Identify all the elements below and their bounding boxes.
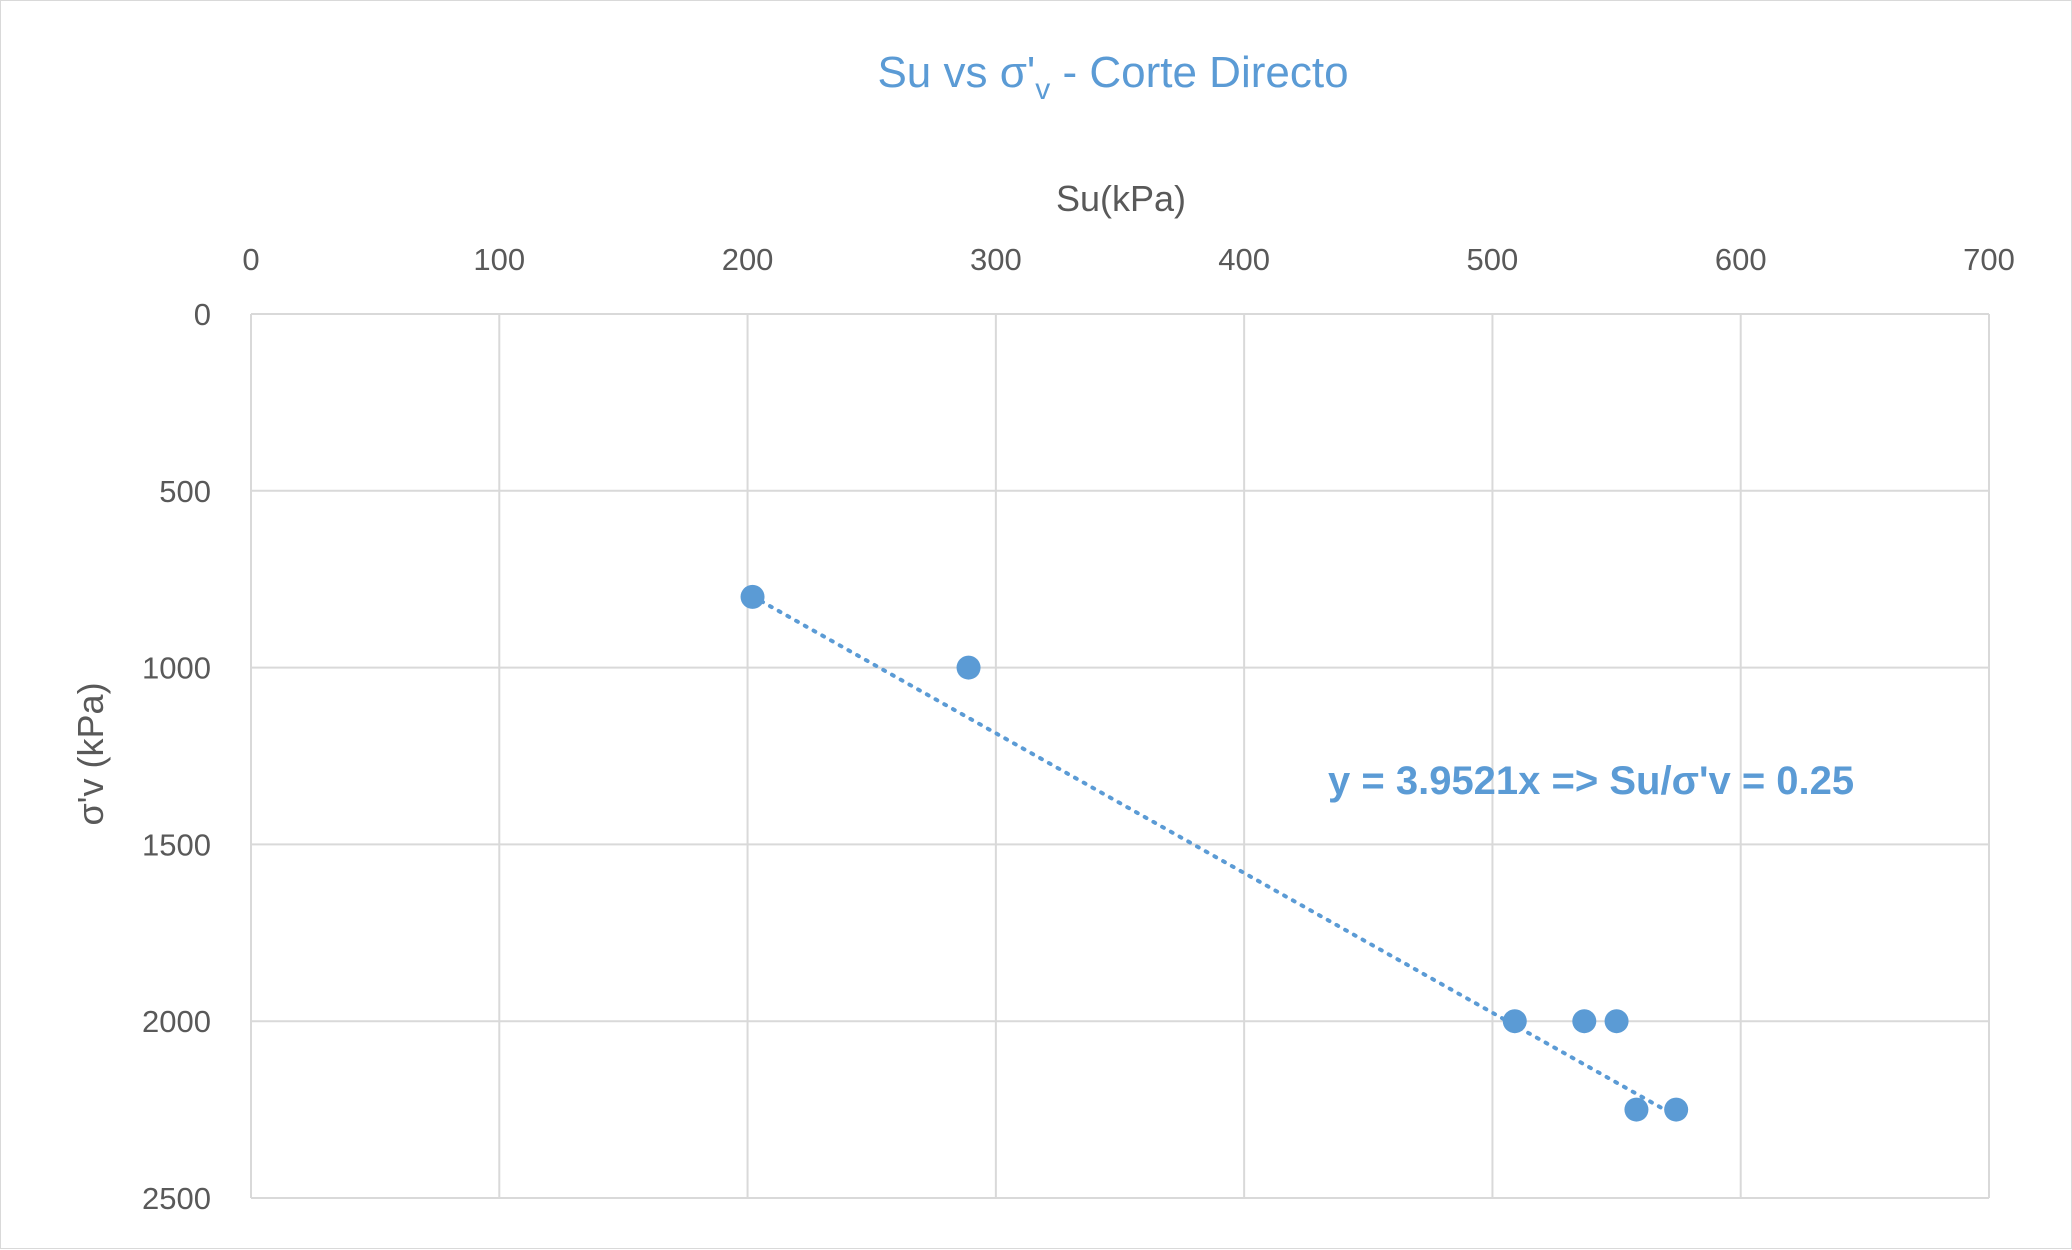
data-point: [1624, 1097, 1649, 1122]
data-point: [956, 655, 981, 680]
y-axis-title: σ'v (kPa): [70, 682, 111, 825]
data-point: [1664, 1097, 1689, 1122]
y-tick-label: 0: [194, 297, 211, 332]
x-tick-label: 500: [1467, 242, 1519, 277]
y-tick-label: 1500: [142, 827, 211, 862]
y-tick-label: 1000: [142, 651, 211, 686]
chart-title: Su vs σ'v - Corte Directo: [877, 48, 1348, 106]
chart-title-main: Su vs σ': [877, 48, 1035, 97]
chart-title-subscript: v: [1035, 73, 1050, 106]
data-point: [740, 584, 765, 609]
data-point: [1502, 1009, 1527, 1034]
trendline-equation-label: y = 3.9521x => Su/σ'v = 0.25: [1328, 759, 1854, 803]
trendline: [750, 594, 1679, 1119]
x-axis-title: Su(kPa): [1056, 178, 1186, 219]
data-point: [1572, 1009, 1597, 1034]
y-tick-label: 500: [159, 474, 211, 509]
tick-labels: 0 100 200 300 400 500 600 700 0 500 1000 1500 2000 25…: [142, 242, 2015, 1216]
trendline-layer: [750, 594, 1679, 1119]
x-tick-label: 100: [473, 242, 525, 277]
x-tick-label: 300: [970, 242, 1022, 277]
x-tick-label: 400: [1218, 242, 1270, 277]
x-tick-label: 700: [1963, 242, 2015, 277]
data-points: [740, 584, 1689, 1122]
y-tick-label: 2500: [142, 1181, 211, 1216]
chart-title-suffix: - Corte Directo: [1050, 48, 1348, 97]
x-tick-label: 600: [1715, 242, 1767, 277]
data-point: [1604, 1009, 1629, 1034]
gridlines: [250, 313, 1990, 1199]
x-tick-label: 0: [242, 242, 259, 277]
x-tick-label: 200: [722, 242, 774, 277]
y-tick-label: 2000: [142, 1004, 211, 1039]
